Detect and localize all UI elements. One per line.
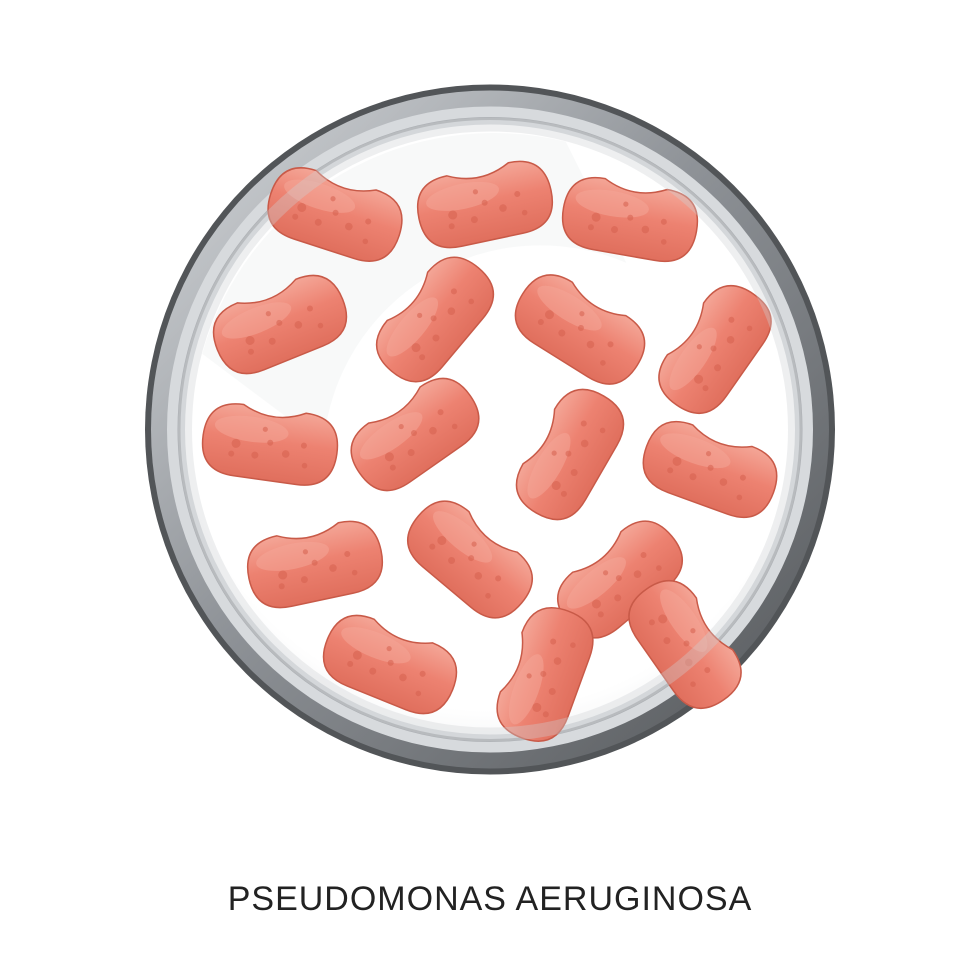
petri-dish bbox=[130, 70, 850, 795]
petri-dish-svg bbox=[130, 70, 850, 790]
caption-label: PSEUDOMONAS AERUGINOSA bbox=[0, 880, 980, 919]
illustration-stage: PSEUDOMONAS AERUGINOSA bbox=[0, 0, 980, 980]
